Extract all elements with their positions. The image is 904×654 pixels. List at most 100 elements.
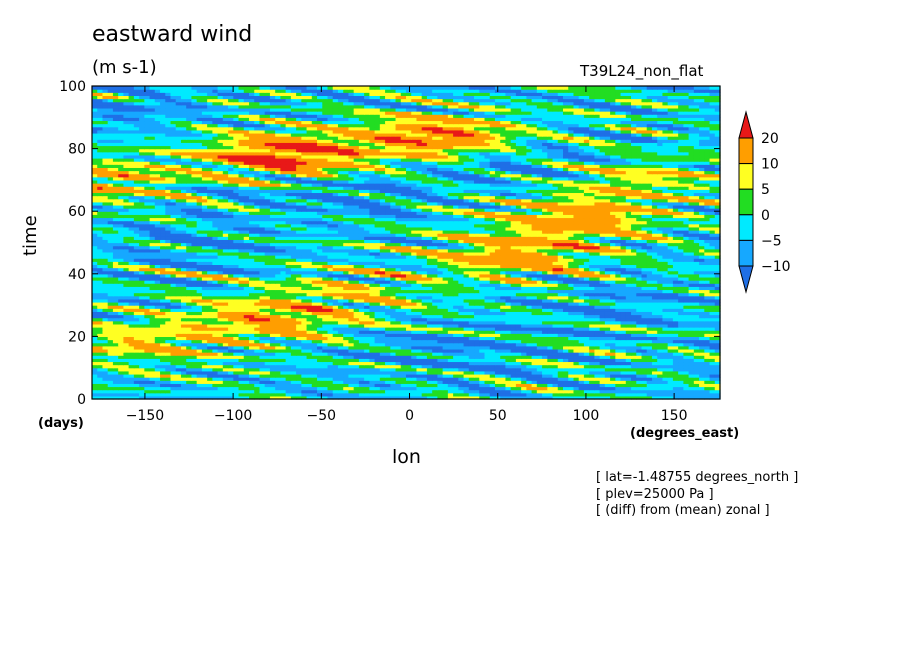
heatmap-cell — [353, 352, 360, 356]
heatmap-cell — [217, 301, 224, 306]
heatmap-cell — [358, 339, 365, 344]
heatmap-cell — [589, 317, 595, 322]
heatmap-cell — [285, 301, 292, 306]
heatmap-cell — [139, 377, 145, 381]
heatmap-cell — [306, 339, 313, 344]
heatmap-cell — [175, 314, 182, 319]
heatmap-cell — [437, 377, 444, 381]
heatmap-cell — [688, 389, 695, 394]
heatmap-cell — [641, 364, 648, 369]
heatmap-cell — [170, 345, 177, 350]
heatmap-cell — [683, 339, 690, 344]
heatmap-cell — [201, 295, 208, 300]
heatmap-cell — [149, 352, 156, 356]
heatmap-cell — [442, 348, 449, 353]
heatmap-cell — [521, 358, 527, 363]
heatmap-cell — [264, 295, 271, 300]
heatmap-cell — [374, 320, 381, 325]
heatmap-cell — [463, 361, 470, 366]
heatmap-cell — [641, 301, 648, 306]
heatmap-cell — [442, 389, 449, 394]
heatmap-cell — [165, 352, 172, 356]
heatmap-cell — [212, 352, 219, 356]
heatmap-cell — [222, 392, 229, 397]
heatmap-cell — [542, 323, 548, 328]
heatmap-cell — [364, 367, 370, 372]
heatmap-cell — [458, 311, 465, 316]
heatmap-cell — [657, 352, 664, 356]
heatmap-cell — [620, 395, 627, 400]
heatmap-cell — [500, 320, 507, 325]
heatmap-cell — [369, 361, 376, 366]
heatmap-cell — [306, 377, 313, 381]
heatmap-cell — [290, 377, 297, 381]
heatmap-cell — [453, 336, 459, 341]
heatmap-cell — [526, 336, 533, 341]
heatmap-cell — [693, 355, 700, 359]
heatmap-cell — [123, 320, 130, 325]
heatmap-cell — [249, 305, 255, 309]
heatmap-cell — [557, 380, 564, 384]
heatmap-cell — [395, 323, 402, 328]
heatmap-cell — [468, 305, 475, 309]
heatmap-cell — [322, 308, 329, 312]
heatmap-cell — [594, 336, 601, 341]
heatmap-cell — [568, 377, 575, 381]
heatmap-cell — [139, 327, 145, 331]
heatmap-cell — [515, 355, 522, 359]
heatmap-cell — [610, 386, 616, 391]
heatmap-cell — [531, 327, 538, 331]
heatmap-cell — [542, 361, 548, 366]
heatmap-cell — [264, 373, 271, 378]
heatmap-cell — [186, 389, 193, 394]
heatmap-cell — [123, 386, 130, 391]
heatmap-cell — [447, 383, 454, 388]
heatmap-cell — [149, 355, 156, 359]
heatmap-cell — [322, 298, 329, 303]
heatmap-cell — [693, 383, 700, 388]
heatmap-cell — [704, 370, 711, 375]
heatmap-cell — [374, 298, 381, 303]
heatmap-cell — [458, 323, 465, 328]
heatmap-cell — [625, 389, 632, 394]
heatmap-cell — [317, 336, 323, 341]
heatmap-cell — [625, 311, 632, 316]
heatmap-cell — [128, 386, 135, 391]
heatmap-cell — [474, 298, 480, 303]
heatmap-cell — [416, 352, 423, 356]
heatmap-cell — [233, 317, 240, 322]
heatmap-cell — [385, 370, 391, 375]
heatmap-cell — [364, 352, 370, 356]
heatmap-cell — [699, 386, 705, 391]
heatmap-cell — [374, 345, 381, 350]
heatmap-cell — [233, 311, 240, 316]
heatmap-cell — [672, 377, 679, 381]
heatmap-cell — [515, 308, 522, 312]
heatmap-cell — [657, 373, 664, 378]
heatmap-cell — [201, 308, 208, 312]
heatmap-cell — [547, 355, 554, 359]
heatmap-cell — [447, 323, 454, 328]
heatmap-cell — [133, 392, 140, 397]
heatmap-cell — [672, 317, 679, 322]
heatmap-cell — [254, 295, 261, 300]
heatmap-cell — [437, 352, 444, 356]
heatmap-cell — [180, 336, 187, 341]
heatmap-cell — [463, 339, 470, 344]
heatmap-cell — [133, 336, 140, 341]
heatmap-cell — [290, 395, 297, 400]
heatmap-cell — [563, 333, 569, 337]
heatmap-cell — [395, 311, 402, 316]
heatmap-cell — [573, 298, 580, 303]
heatmap-cell — [636, 301, 643, 306]
heatmap-cell — [552, 367, 559, 372]
heatmap-cell — [526, 308, 533, 312]
heatmap-cell — [358, 314, 365, 319]
x-axis-label: lon — [392, 446, 421, 468]
heatmap-cell — [228, 377, 234, 381]
heatmap-cell — [526, 395, 533, 400]
heatmap-cell — [191, 355, 198, 359]
heatmap-cell — [322, 320, 329, 325]
heatmap-cell — [479, 308, 486, 312]
heatmap-cell — [160, 301, 166, 306]
